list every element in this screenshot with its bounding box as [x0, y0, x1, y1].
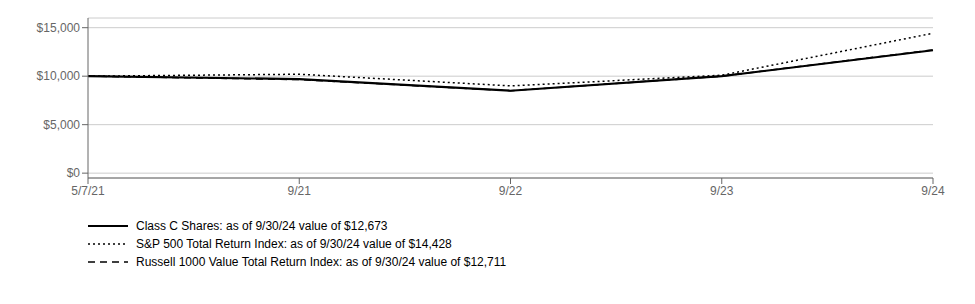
html-text:S&P 500 Total Return Index: as: S&P 500 Total Return Index: as of 9/30/2… [136, 237, 452, 251]
svg-text:9/24: 9/24 [921, 184, 945, 198]
svg-text:9/21: 9/21 [288, 184, 312, 198]
html-text:Class C Shares: as of 9/30/24: Class C Shares: as of 9/30/24 value of $… [136, 219, 388, 233]
svg-text:9/22: 9/22 [499, 184, 523, 198]
svg-text:$10,000: $10,000 [37, 69, 81, 83]
svg-text:$15,000: $15,000 [37, 21, 81, 35]
svg-text:$0: $0 [67, 166, 81, 180]
svg-text:9/23: 9/23 [710, 184, 734, 198]
svg-text:5/7/21: 5/7/21 [71, 184, 105, 198]
svg-text:$5,000: $5,000 [43, 118, 80, 132]
html-text:Russell 1000 Value Total Retur: Russell 1000 Value Total Return Index: a… [136, 255, 507, 269]
